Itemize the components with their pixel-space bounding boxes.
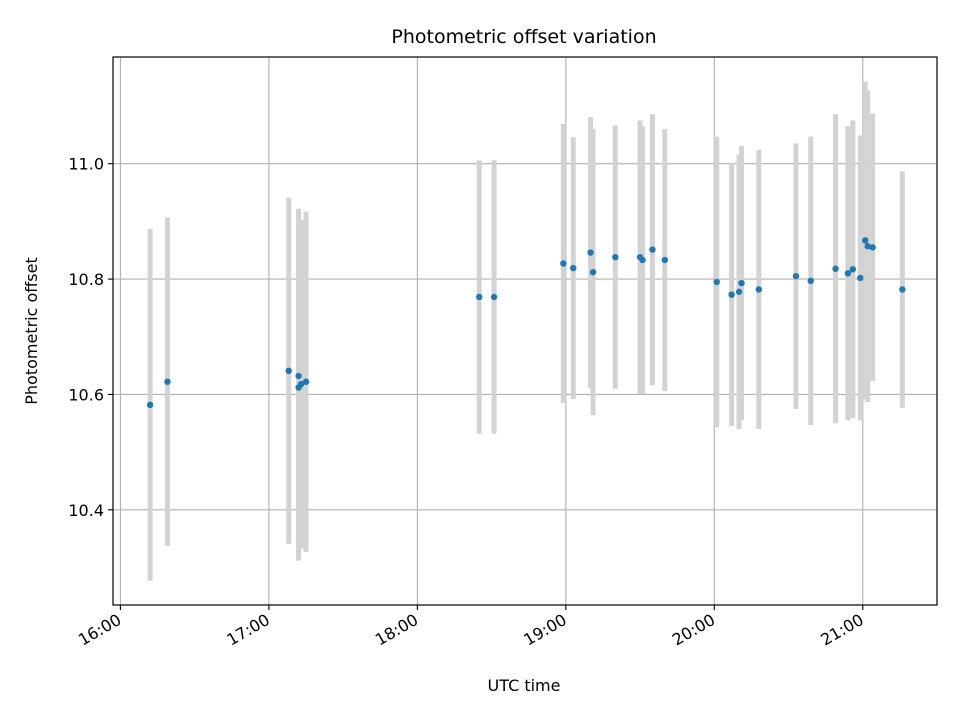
x-axis-label: UTC time — [488, 676, 561, 695]
y-tick-label: 10.4 — [68, 501, 104, 520]
data-point — [713, 278, 720, 286]
data-point — [728, 291, 735, 298]
data-point — [560, 260, 567, 267]
data-point — [844, 270, 852, 277]
y-axis-ticks: 10.4 10.6 10.8 11.0 — [68, 155, 113, 520]
data-point — [849, 266, 857, 273]
data-point — [755, 286, 763, 293]
data-point — [899, 286, 906, 293]
chart-title: Photometric offset variation — [391, 26, 656, 48]
data-point — [295, 372, 302, 380]
data-point — [587, 249, 594, 256]
data-point — [832, 265, 839, 272]
data-point — [869, 244, 876, 251]
y-tick-label: 10.8 — [68, 270, 104, 289]
data-point — [164, 378, 171, 385]
data-point — [146, 401, 154, 409]
data-point — [490, 293, 498, 301]
y-tick-label: 10.6 — [68, 385, 104, 404]
y-tick-label: 11.0 — [68, 155, 104, 174]
data-point — [649, 246, 656, 253]
data-point — [285, 367, 292, 375]
data-point — [476, 293, 483, 301]
data-point — [297, 380, 305, 388]
data-point — [639, 256, 646, 264]
data-point — [570, 264, 577, 272]
data-point — [792, 273, 800, 280]
data-point — [738, 279, 745, 287]
y-axis-label: Photometric offset — [22, 257, 41, 405]
data-point — [862, 237, 869, 244]
data-point — [302, 378, 310, 385]
plot-frame — [112, 56, 938, 606]
data-point — [589, 268, 597, 276]
data-point — [661, 256, 669, 264]
data-point — [807, 277, 815, 285]
data-points — [146, 237, 906, 409]
data-point — [864, 243, 871, 250]
data-point — [735, 288, 743, 295]
data-point — [612, 253, 619, 261]
data-point — [857, 274, 864, 282]
